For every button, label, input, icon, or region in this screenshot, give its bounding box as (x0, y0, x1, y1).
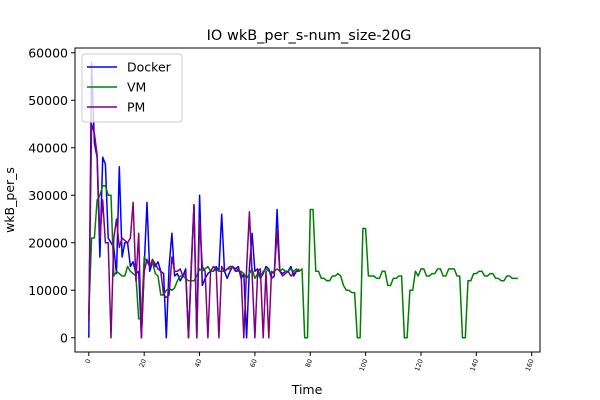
x-axis-label: Time (291, 382, 323, 397)
x-tick-label: 100 (358, 358, 370, 372)
legend-label-docker: Docker (127, 60, 172, 75)
legend-label-pm: PM (127, 100, 145, 115)
y-tick-label: 10000 (28, 283, 68, 298)
x-tick-label: 40 (193, 358, 203, 369)
plot-frame (74, 47, 541, 353)
y-axis-label: wkB_per_s (2, 167, 17, 233)
x-tick-label: 80 (304, 358, 314, 369)
x-tick-label: 140 (468, 358, 480, 372)
y-axis: 0 10000 20000 30000 40000 50000 60000 (28, 45, 75, 345)
y-tick-label: 40000 (28, 140, 68, 155)
plot-series (88, 61, 518, 339)
series-line-vm (88, 185, 518, 339)
legend: Docker VM PM (81, 53, 183, 123)
chart-title: IO wkB_per_s-num_size-20G (207, 28, 412, 44)
x-tick-label: 60 (248, 358, 258, 369)
y-tick-label: 30000 (28, 188, 68, 203)
x-tick-label: 160 (524, 358, 536, 372)
y-tick-label: 60000 (28, 45, 68, 60)
x-tick-label: 120 (413, 358, 425, 372)
legend-box (81, 53, 183, 123)
x-tick-label: 20 (138, 358, 148, 369)
series-line-pm (88, 123, 300, 339)
y-tick-label: 0 (60, 330, 68, 345)
y-tick-label: 50000 (28, 93, 68, 108)
y-tick-label: 20000 (28, 235, 68, 250)
legend-label-vm: VM (127, 80, 146, 95)
x-tick-label: 0 (84, 358, 93, 365)
x-axis: 0 20 40 60 80 100 120 140 160 (84, 352, 536, 372)
